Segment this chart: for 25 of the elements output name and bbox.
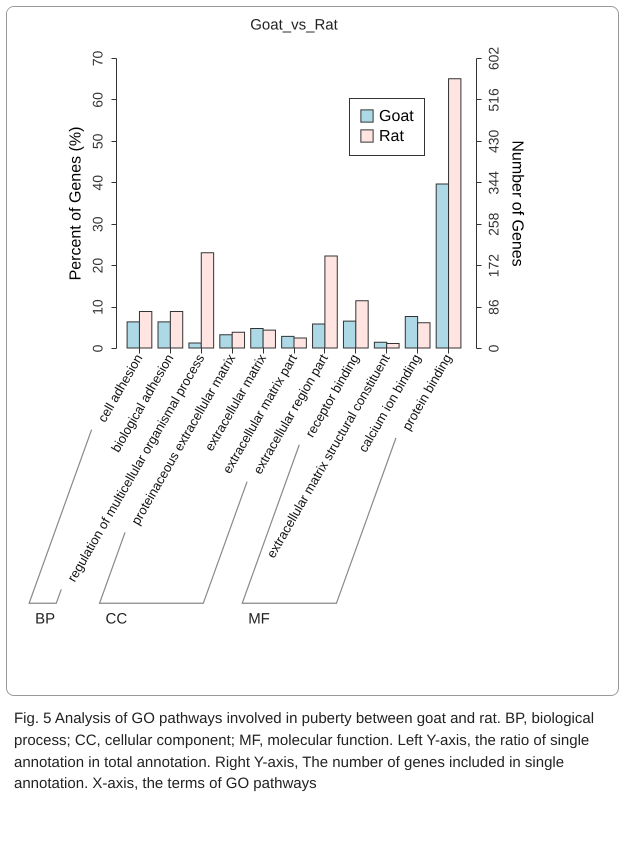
text: BP [35, 610, 56, 628]
y-tick-label: 50 [90, 133, 106, 150]
y-tick-label: 0 [90, 344, 106, 352]
y-tick-label: 70 [90, 50, 106, 66]
legend-label: Rat [379, 128, 404, 145]
y-tick-label: 10 [90, 299, 106, 315]
text: MF [248, 610, 270, 628]
text: CC [106, 610, 128, 628]
y2-tick-label: 516 [486, 88, 502, 112]
y-axis-title: Percent of Genes (%) [68, 126, 84, 280]
legend-label: Goat [379, 108, 414, 125]
y2-tick-label: 0 [486, 344, 502, 352]
y2-tick-label: 172 [486, 254, 502, 278]
y-tick-label: 20 [90, 258, 106, 274]
y-tick-label: 30 [90, 216, 106, 232]
y2-tick-label: 86 [486, 299, 502, 315]
y2-tick-label: 430 [486, 129, 502, 154]
y2-tick-label: 344 [486, 170, 502, 194]
y-tick-label: 60 [90, 92, 106, 108]
chart-title: Goat_vs_Rat [250, 16, 339, 34]
y-tick-label: 40 [90, 174, 106, 191]
y2-axis-title: Number of Genes [508, 140, 526, 267]
caption: Fig. 5 Analysis of GO pathways involved in puberty between goat and rat. BP, biological process; CC, cellular component; MF, molecular function. Left Y-axis, the ratio of single annotation in total annotation. Right Y-axis, The number of genes included in single annotation. X-axis, the terms of GO pathways [14, 709, 596, 794]
y2-tick-label: 602 [486, 46, 502, 70]
y2-tick-label: 258 [486, 212, 502, 236]
